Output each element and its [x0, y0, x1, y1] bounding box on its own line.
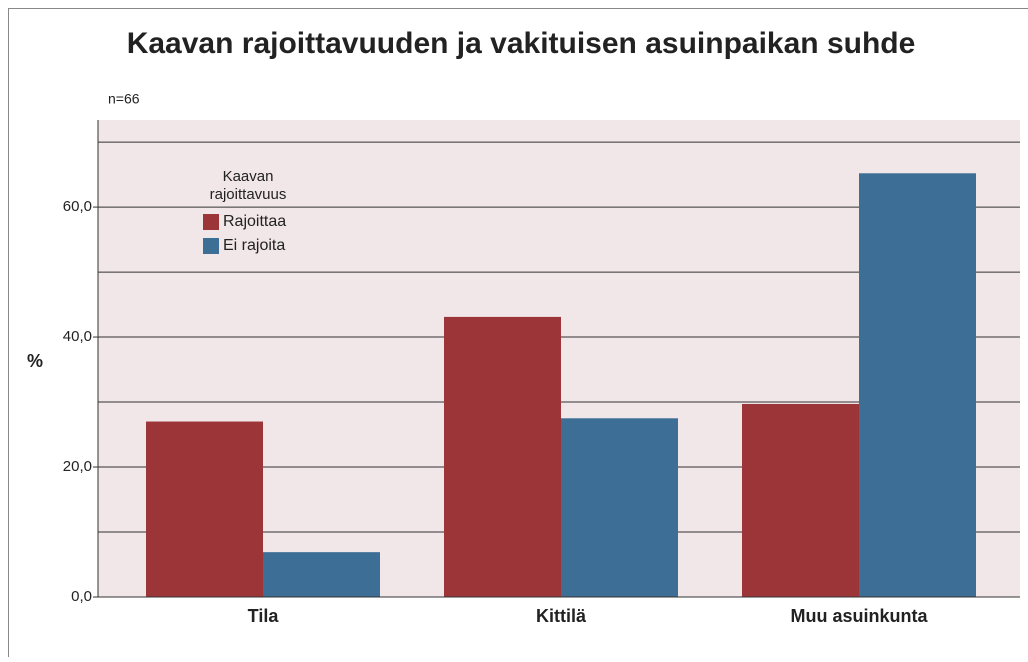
x-tick-label: Muu asuinkunta [790, 606, 928, 626]
legend-swatch [203, 238, 219, 254]
legend-label: Rajoittaa [223, 213, 286, 230]
y-tick-label: 20,0 [63, 458, 92, 475]
chart-title: Kaavan rajoittavuuden ja vakituisen asui… [127, 27, 916, 60]
x-tick-label: Tila [248, 606, 280, 626]
legend-label: Ei rajoita [223, 237, 285, 254]
y-tick-label: 0,0 [71, 588, 92, 605]
bar [263, 552, 380, 597]
y-tick-label: 40,0 [63, 328, 92, 345]
x-tick-label: Kittilä [536, 606, 587, 626]
bar [561, 418, 678, 597]
bar [859, 173, 976, 597]
legend-title: rajoittavuus [210, 186, 287, 203]
legend-swatch [203, 214, 219, 230]
subtitle: n=66 [108, 91, 140, 107]
bar [742, 404, 859, 597]
y-tick-label: 60,0 [63, 198, 92, 215]
bar [444, 317, 561, 597]
bar [146, 422, 263, 597]
legend-title: Kaavan [223, 168, 274, 185]
y-axis-label: % [27, 351, 43, 371]
